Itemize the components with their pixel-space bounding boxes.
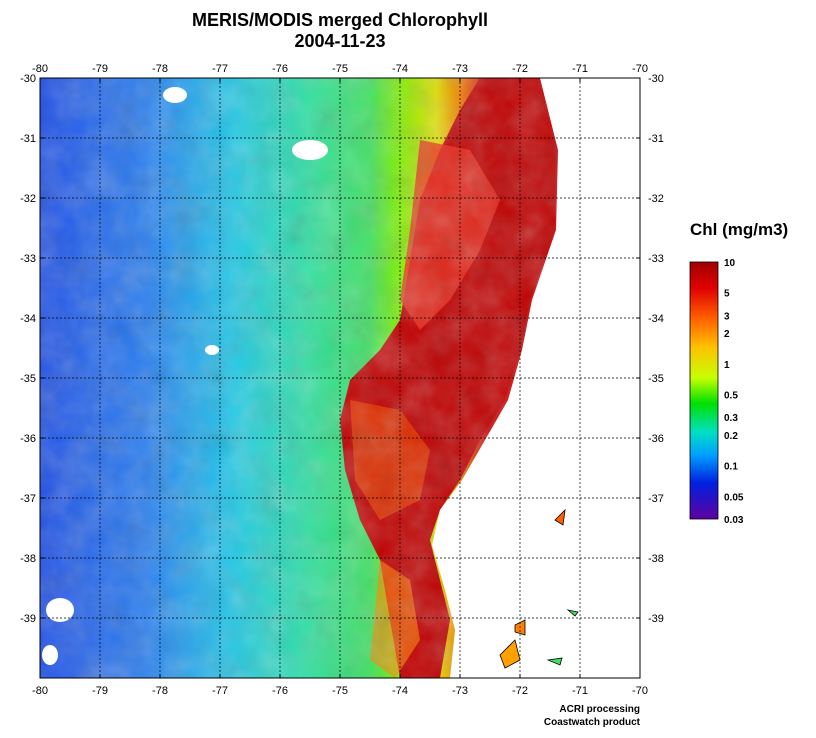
- y-tick-label-right: -33: [648, 253, 664, 265]
- credit-line-2: Coastwatch product: [543, 717, 640, 728]
- x-tick-label-bottom: -78: [152, 685, 168, 697]
- x-tick-label-bottom: -71: [572, 685, 588, 697]
- y-tick-label-right: -30: [648, 73, 664, 85]
- colorbar-tick-label: 5: [724, 289, 730, 300]
- x-tick-label-top: -75: [332, 63, 348, 75]
- x-tick-label-top: -71: [572, 63, 588, 75]
- colorbar-tick-label: 0.03: [724, 515, 744, 526]
- y-tick-label-right: -34: [648, 313, 664, 325]
- y-tick-label-left: -38: [20, 553, 36, 565]
- y-tick-label-left: -33: [20, 253, 36, 265]
- x-tick-label-top: -72: [512, 63, 528, 75]
- colorbar-tick-label: 0.05: [724, 492, 744, 503]
- y-tick-label-right: -32: [648, 193, 664, 205]
- x-tick-label-top: -74: [392, 63, 408, 75]
- y-tick-label-left: -34: [20, 313, 36, 325]
- y-tick-label-left: -37: [20, 493, 36, 505]
- x-tick-label-bottom: -77: [212, 685, 228, 697]
- y-tick-label-left: -35: [20, 373, 36, 385]
- credit-line-1: ACRI processing: [559, 704, 640, 715]
- colorbar-tick-label: 2: [724, 329, 730, 340]
- y-tick-label-right: -37: [648, 493, 664, 505]
- y-tick-label-left: -36: [20, 433, 36, 445]
- colorbar-tick-label: 0.5: [724, 391, 738, 402]
- map-title: MERIS/MODIS merged Chlorophyll: [191, 10, 489, 30]
- colorbar-tick-label: 1: [724, 360, 730, 371]
- graticule: [40, 78, 640, 678]
- x-tick-label-bottom: -79: [92, 685, 108, 697]
- y-tick-label-right: -39: [648, 613, 664, 625]
- x-tick-label-bottom: -73: [452, 685, 468, 697]
- colorbar: [689, 261, 719, 520]
- x-tick-label-top: -73: [452, 63, 468, 75]
- x-tick-label-top: -78: [152, 63, 168, 75]
- x-tick-label-bottom: -80: [32, 685, 48, 697]
- x-tick-label-bottom: -75: [332, 685, 348, 697]
- x-tick-label-top: -76: [272, 63, 288, 75]
- y-tick-label-left: -32: [20, 193, 36, 205]
- colorbar-tick-label: 3: [724, 311, 730, 322]
- x-tick-label-bottom: -74: [392, 685, 408, 697]
- x-tick-label-top: -77: [212, 63, 228, 75]
- x-tick-label-top: -70: [632, 63, 648, 75]
- y-tick-label-left: -31: [20, 133, 36, 145]
- axis-ticks: -80 -80 -79 -79 -78 -78 -77 -77 -76 -76 -75 -75 -74 -…: [20, 63, 664, 697]
- x-tick-label-top: -80: [32, 63, 48, 75]
- colorbar-tick-label: 0.1: [724, 462, 738, 473]
- y-tick-label-left: -30: [20, 73, 36, 85]
- x-tick-label-bottom: -76: [272, 685, 288, 697]
- y-tick-label-right: -35: [648, 373, 664, 385]
- x-tick-label-top: -79: [92, 63, 108, 75]
- y-tick-label-left: -39: [20, 613, 36, 625]
- colorbar-ticks: 10 5 3 2 1 0.5 0.3 0.2 0.1 0.05 0.03: [724, 258, 744, 526]
- colorbar-label: Chl (mg/m3): [690, 220, 789, 239]
- x-tick-label-bottom: -70: [632, 685, 648, 697]
- colorbar-tick-label: 10: [724, 258, 736, 269]
- y-tick-label-right: -38: [648, 553, 664, 565]
- colorbar-tick-label: 0.3: [724, 413, 738, 424]
- x-tick-label-bottom: -72: [512, 685, 528, 697]
- colorbar-tick-label: 0.2: [724, 431, 738, 442]
- y-tick-label-right: -31: [648, 133, 664, 145]
- map-date: 2004-11-23: [294, 31, 386, 51]
- y-tick-label-right: -36: [648, 433, 664, 445]
